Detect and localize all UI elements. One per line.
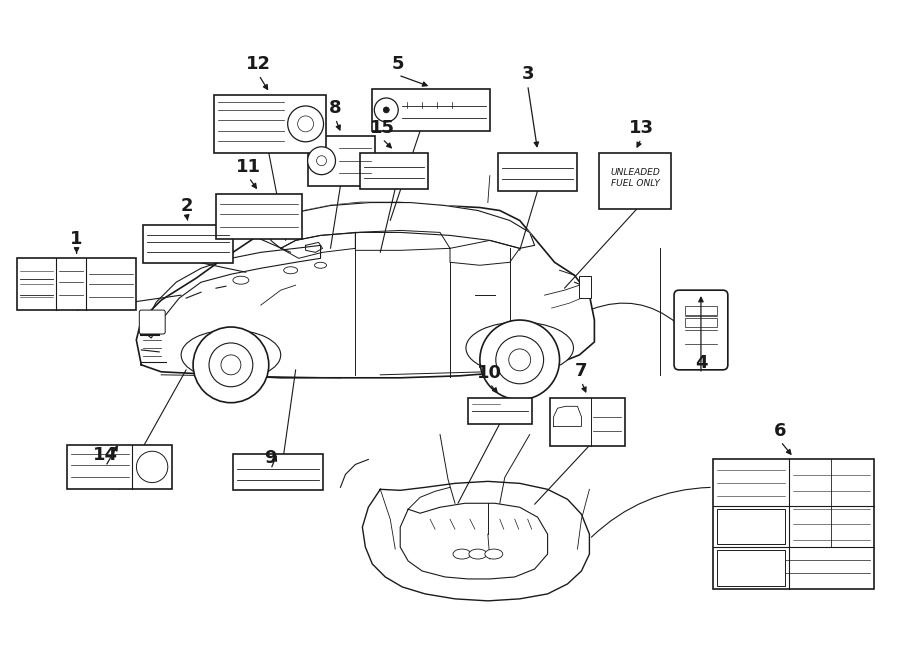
- Ellipse shape: [469, 549, 487, 559]
- Text: 15: 15: [370, 119, 395, 137]
- Ellipse shape: [315, 262, 327, 268]
- Ellipse shape: [485, 549, 503, 559]
- Bar: [373, 89, 490, 131]
- Text: 1: 1: [70, 230, 83, 249]
- Bar: [214, 95, 326, 153]
- Circle shape: [221, 355, 241, 375]
- Bar: [685, 318, 717, 327]
- Bar: [550, 398, 626, 446]
- Text: 8: 8: [329, 99, 342, 117]
- Polygon shape: [400, 503, 547, 579]
- Polygon shape: [136, 202, 594, 378]
- Circle shape: [209, 343, 253, 387]
- Text: 7: 7: [575, 362, 588, 380]
- Circle shape: [288, 106, 323, 142]
- Bar: [599, 153, 671, 208]
- Text: 14: 14: [93, 446, 118, 465]
- Bar: [308, 136, 375, 186]
- Bar: [216, 194, 302, 239]
- Circle shape: [308, 147, 336, 175]
- Ellipse shape: [453, 549, 471, 559]
- Text: UNLEADED
FUEL ONLY: UNLEADED FUEL ONLY: [610, 168, 660, 188]
- FancyBboxPatch shape: [674, 290, 728, 370]
- FancyBboxPatch shape: [140, 310, 166, 334]
- Text: 2: 2: [181, 198, 194, 215]
- Bar: [685, 306, 717, 315]
- Ellipse shape: [284, 267, 298, 274]
- Bar: [717, 509, 785, 545]
- Ellipse shape: [233, 276, 248, 284]
- Text: 5: 5: [392, 55, 404, 73]
- Circle shape: [298, 116, 313, 132]
- Text: 3: 3: [521, 65, 534, 83]
- Circle shape: [194, 327, 269, 403]
- Text: 10: 10: [477, 364, 502, 382]
- Bar: [360, 153, 428, 188]
- Text: 13: 13: [629, 119, 653, 137]
- Ellipse shape: [181, 330, 281, 380]
- Bar: [580, 276, 591, 298]
- Bar: [233, 455, 322, 490]
- Ellipse shape: [466, 322, 573, 374]
- Polygon shape: [271, 202, 535, 249]
- Text: 12: 12: [247, 55, 271, 73]
- Bar: [498, 153, 578, 190]
- Text: 9: 9: [265, 449, 277, 467]
- Text: 11: 11: [237, 158, 261, 176]
- Circle shape: [374, 98, 398, 122]
- Polygon shape: [363, 481, 590, 601]
- Circle shape: [137, 451, 167, 483]
- Circle shape: [383, 107, 390, 113]
- Bar: [17, 258, 136, 310]
- Circle shape: [480, 320, 560, 400]
- Circle shape: [317, 156, 327, 166]
- Bar: [717, 551, 785, 586]
- Bar: [713, 459, 874, 589]
- Circle shape: [496, 336, 544, 384]
- Bar: [67, 444, 172, 489]
- Circle shape: [508, 349, 531, 371]
- Text: 4: 4: [695, 354, 707, 372]
- Bar: [143, 225, 233, 263]
- Bar: [468, 398, 532, 424]
- Text: 6: 6: [774, 422, 787, 440]
